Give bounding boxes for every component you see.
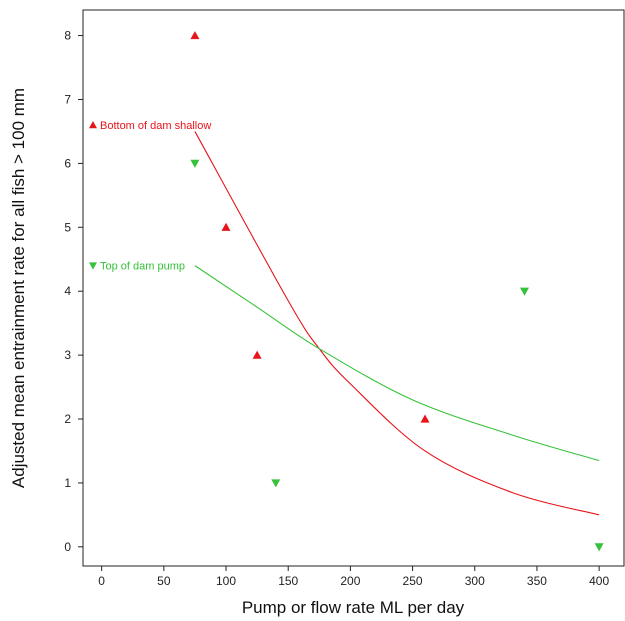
- data-markers: [190, 31, 604, 552]
- x-tick-label: 100: [216, 574, 236, 588]
- x-tick-label: 350: [527, 574, 547, 588]
- y-tick-label: 7: [64, 92, 71, 106]
- data-point-series-1: [594, 543, 604, 552]
- y-tick-label: 6: [64, 156, 71, 170]
- y-tick-label: 3: [64, 348, 71, 362]
- x-axis-ticks: 0 50 100 150 200 250 300 350 400: [98, 566, 609, 588]
- fit-curve-series-0: [194, 131, 600, 516]
- data-point-series-1: [271, 479, 281, 488]
- x-axis-title: Pump or flow rate ML per day: [242, 598, 465, 617]
- legend-label-top-of-dam-pump: Top of dam pump: [100, 261, 185, 273]
- legend: Bottom of dam shallow Top of dam pump: [89, 120, 211, 273]
- legend-marker-top-of-dam-pump: [89, 262, 97, 270]
- fit-curves: [194, 131, 600, 516]
- y-tick-label: 0: [64, 540, 71, 554]
- x-tick-label: 300: [465, 574, 485, 588]
- y-tick-label: 5: [64, 220, 71, 234]
- fit-curve-series-1: [194, 265, 600, 462]
- data-point-series-1: [190, 159, 200, 168]
- x-tick-label: 0: [98, 574, 105, 588]
- y-axis-ticks: 0 1 2 3 4 5 6 7 8: [64, 29, 83, 554]
- x-tick-label: 150: [278, 574, 298, 588]
- data-point-series-0: [221, 222, 231, 231]
- legend-marker-bottom-of-dam-shallow: [89, 121, 97, 129]
- y-tick-label: 4: [64, 284, 71, 298]
- x-tick-label: 200: [340, 574, 360, 588]
- x-tick-label: 250: [403, 574, 423, 588]
- x-tick-label: 50: [157, 574, 171, 588]
- y-tick-label: 2: [64, 412, 71, 426]
- y-axis-title: Adjusted mean entrainment rate for all f…: [9, 88, 28, 488]
- y-tick-label: 8: [64, 29, 71, 43]
- data-point-series-0: [252, 350, 262, 359]
- legend-label-bottom-of-dam-shallow: Bottom of dam shallow: [100, 120, 211, 132]
- data-point-series-1: [520, 287, 530, 296]
- x-tick-label: 400: [589, 574, 609, 588]
- y-tick-label: 1: [64, 476, 71, 490]
- data-point-series-0: [420, 414, 430, 423]
- data-point-series-0: [190, 31, 200, 40]
- plot-frame: [82, 9, 625, 567]
